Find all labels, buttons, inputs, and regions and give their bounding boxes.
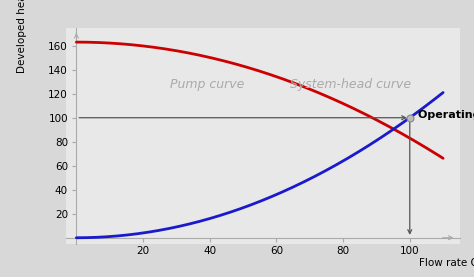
X-axis label: Flow rate Q [%]: Flow rate Q [%] — [419, 257, 474, 267]
Y-axis label: Developed head H [%]: Developed head H [%] — [17, 0, 27, 73]
Text: Operating point: Operating point — [418, 110, 474, 120]
Text: Pump curve: Pump curve — [170, 78, 244, 91]
Text: System-head curve: System-head curve — [290, 78, 411, 91]
